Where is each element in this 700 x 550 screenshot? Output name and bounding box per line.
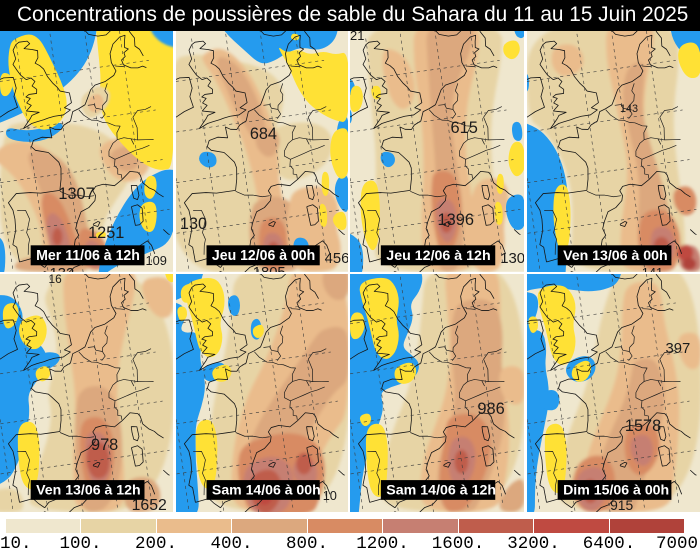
svg-text:130: 130 [501,250,525,267]
svg-text:1307: 1307 [58,185,94,203]
svg-text:1251: 1251 [88,224,124,242]
svg-text:615: 615 [451,119,478,137]
svg-text:1652: 1652 [132,497,167,512]
svg-text:109: 109 [145,253,166,268]
svg-text:Jeu 12/06 à 12h: Jeu 12/06 à 12h [387,248,491,264]
svg-text:684: 684 [249,125,276,143]
svg-text:986: 986 [478,401,505,419]
svg-text:16: 16 [48,274,62,286]
svg-text:21: 21 [350,31,364,43]
svg-text:1578: 1578 [625,417,661,435]
svg-text:Dim 15/06 à 00h: Dim 15/06 à 00h [563,482,669,498]
svg-text:Sam 14/06 à 00h: Sam 14/06 à 00h [212,482,321,498]
svg-text:Ven 13/06 à 12h: Ven 13/06 à 12h [36,482,141,498]
svg-text:Ven 13/06 à 00h: Ven 13/06 à 00h [563,248,667,264]
svg-text:978: 978 [91,436,118,454]
svg-text:915: 915 [610,497,633,512]
svg-text:143: 143 [620,103,638,115]
svg-text:Sam 14/06 à 12h: Sam 14/06 à 12h [387,483,497,499]
svg-text:397: 397 [665,341,690,357]
svg-text:10: 10 [322,488,336,503]
svg-text:130: 130 [180,215,207,233]
svg-text:132: 132 [49,266,74,272]
svg-text:Jeu 12/06 à 00h: Jeu 12/06 à 00h [212,248,315,264]
svg-text:141: 141 [642,265,663,272]
svg-text:456: 456 [324,251,348,267]
svg-text:1805: 1805 [252,265,285,272]
svg-text:Mer 11/06 à 12h: Mer 11/06 à 12h [36,248,140,264]
svg-text:1396: 1396 [438,211,474,229]
